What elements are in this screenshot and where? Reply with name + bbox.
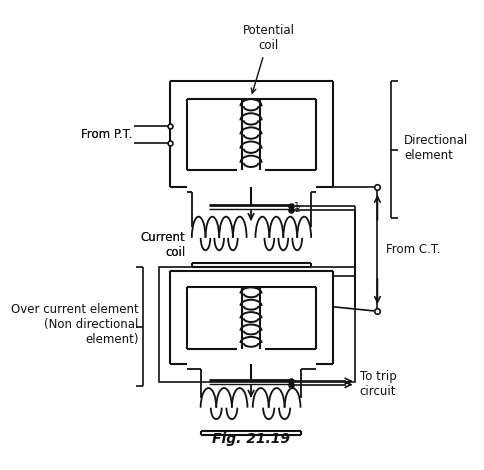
Bar [159, 267, 355, 382]
Text: From P.T.: From P.T. [81, 128, 133, 141]
Text: 2: 2 [294, 205, 300, 214]
Text: Directional
element: Directional element [404, 134, 468, 162]
Text: Potential
coil: Potential coil [242, 24, 295, 93]
Text: 1: 1 [294, 202, 300, 211]
Text: Current
coil: Current coil [141, 231, 185, 259]
Text: Over current element
(Non directional
element): Over current element (Non directional el… [11, 303, 139, 346]
Text: From C.T.: From C.T. [386, 243, 441, 256]
Text: Current
coil: Current coil [141, 231, 185, 259]
Text: To trip
circuit: To trip circuit [360, 370, 396, 398]
Text: Fig. 21.19: Fig. 21.19 [212, 432, 290, 446]
Text: From P.T.: From P.T. [81, 128, 133, 141]
